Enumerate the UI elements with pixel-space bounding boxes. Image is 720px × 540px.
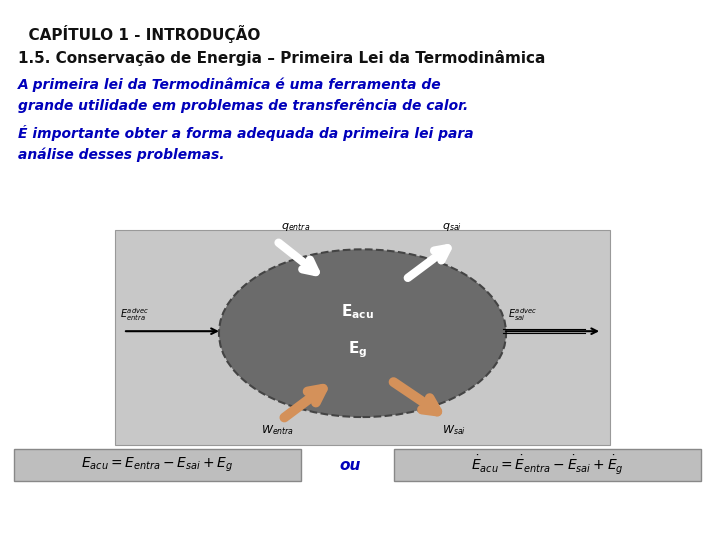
Text: $q_{sai}$: $q_{sai}$ <box>442 221 462 233</box>
Text: $E_{sai}^{advec}$: $E_{sai}^{advec}$ <box>508 306 537 323</box>
Text: $E_{entra}^{advec}$: $E_{entra}^{advec}$ <box>120 306 149 323</box>
Text: ou: ou <box>339 457 361 472</box>
Text: $\mathbf{E_{acu}}$: $\mathbf{E_{acu}}$ <box>341 302 374 321</box>
FancyBboxPatch shape <box>394 449 701 481</box>
Text: $\mathbf{E_g}$: $\mathbf{E_g}$ <box>348 340 367 360</box>
Text: $W_{sai}$: $W_{sai}$ <box>441 423 466 437</box>
Ellipse shape <box>219 249 506 417</box>
Text: CAPÍTULO 1 - INTRODUÇÃO: CAPÍTULO 1 - INTRODUÇÃO <box>18 25 261 43</box>
Text: É importante obter a forma adequada da primeira lei para
análise desses problema: É importante obter a forma adequada da p… <box>18 125 474 162</box>
FancyBboxPatch shape <box>115 230 610 445</box>
Text: $E_{acu} = E_{entra} - E_{sai} + E_g$: $E_{acu} = E_{entra} - E_{sai} + E_g$ <box>81 456 233 474</box>
Text: 1.5. Conservação de Energia – Primeira Lei da Termodinâmica: 1.5. Conservação de Energia – Primeira L… <box>18 50 545 66</box>
Text: $\dot{E}_{acu} = \dot{E}_{entra} - \dot{E}_{sai} + \dot{E}_g$: $\dot{E}_{acu} = \dot{E}_{entra} - \dot{… <box>471 454 624 476</box>
Text: A primeira lei da Termodinâmica é uma ferramenta de
grande utilidade em problema: A primeira lei da Termodinâmica é uma fe… <box>18 78 468 113</box>
Text: $q_{entra}$: $q_{entra}$ <box>282 221 310 233</box>
Text: $W_{entra}$: $W_{entra}$ <box>261 423 294 437</box>
FancyBboxPatch shape <box>14 449 301 481</box>
